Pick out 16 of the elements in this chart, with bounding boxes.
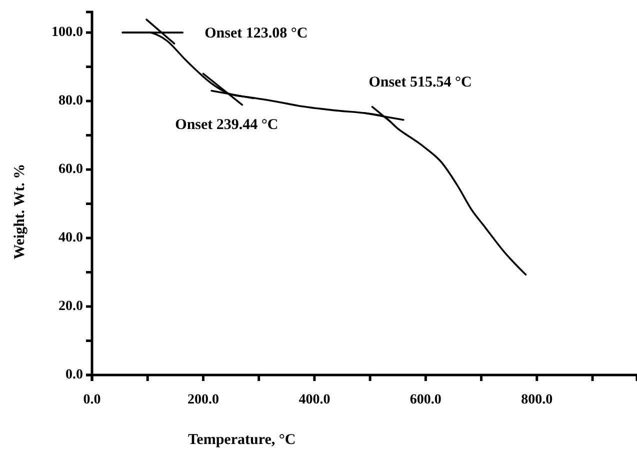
x-tick-label: 800.0 [521, 392, 553, 408]
x-tick-label: 400.0 [298, 392, 330, 408]
x-axis-title: Temperature, °C [188, 432, 296, 448]
annotation: Onset 515.54 °C [368, 74, 472, 91]
y-tick-label: 100.0 [52, 25, 83, 40]
y-tick-label: 60.0 [58, 162, 83, 178]
annotation: Onset 239.44 °C [175, 117, 278, 134]
y-tick-label: 80.0 [58, 94, 83, 109]
y-tick-label: 20.0 [58, 299, 83, 314]
x-tick-label: 0.0 [83, 392, 101, 408]
x-tick-label: 200.0 [187, 392, 219, 408]
y-tick-label: 40.0 [58, 230, 83, 246]
x-tick-label: 600.0 [410, 392, 442, 408]
y-axis-title: Weight. Wt. % [12, 164, 28, 260]
y-tick-label: 0.0 [66, 368, 83, 382]
annotation: Onset 123.08 °C [204, 26, 308, 42]
